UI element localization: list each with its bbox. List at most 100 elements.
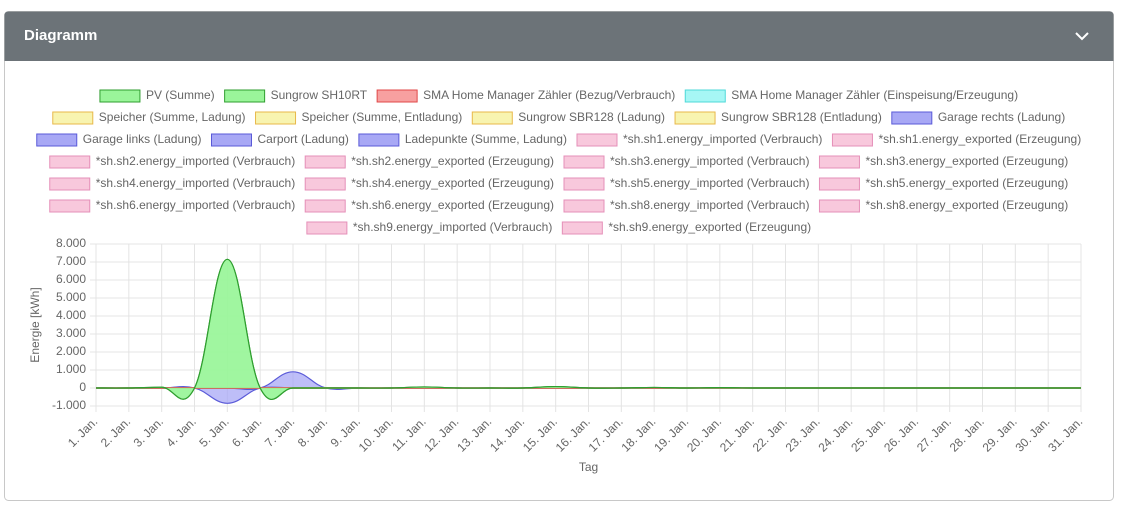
legend-item[interactable]: Speicher (Summe, Ladung) <box>52 110 246 125</box>
legend-label: Sungrow SH10RT <box>271 88 368 102</box>
legend-item[interactable]: *sh.sh8.energy_exported (Erzeugung) <box>818 198 1068 213</box>
legend-swatch <box>674 111 716 125</box>
series-line <box>95 258 1081 401</box>
legend-swatch <box>210 133 252 147</box>
y-tick-label: 7.000 <box>56 254 86 268</box>
legend-label: *sh.sh5.energy_imported (Verbrauch) <box>610 176 809 190</box>
legend-swatch <box>561 221 603 235</box>
legend-label: SMA Home Manager Zähler (Einspeisung/Erz… <box>731 88 1018 102</box>
legend-item[interactable]: *sh.sh4.energy_imported (Verbrauch) <box>49 176 295 191</box>
y-tick-label: -1.000 <box>52 398 86 412</box>
legend-item[interactable]: PV (Summe) <box>99 88 215 103</box>
legend-item[interactable]: *sh.sh5.energy_imported (Verbrauch) <box>563 176 809 191</box>
legend-label: *sh.sh1.energy_imported (Verbrauch) <box>623 132 822 146</box>
legend-label: *sh.sh5.energy_exported (Erzeugung) <box>865 176 1068 190</box>
legend-label: Carport (Ladung) <box>257 132 348 146</box>
legend-label: *sh.sh2.energy_exported (Erzeugung) <box>351 154 554 168</box>
legend-item[interactable]: Speicher (Summe, Entladung) <box>255 110 463 125</box>
y-tick-label: 4.000 <box>56 308 86 322</box>
legend-swatch <box>49 199 91 213</box>
y-tick-label: 8.000 <box>56 236 86 250</box>
legend-swatch <box>684 89 726 103</box>
legend-swatch <box>304 177 346 191</box>
legend-swatch <box>224 89 266 103</box>
y-axis-label: Energie [kWh] <box>28 287 42 362</box>
legend-item[interactable]: *sh.sh6.energy_exported (Erzeugung) <box>304 198 554 213</box>
legend-swatch <box>376 89 418 103</box>
legend-item[interactable]: *sh.sh6.energy_imported (Verbrauch) <box>49 198 295 213</box>
y-tick-label: 1.000 <box>56 362 86 376</box>
legend-item[interactable]: Carport (Ladung) <box>210 132 349 147</box>
legend-swatch <box>306 221 348 235</box>
legend-label: *sh.sh4.energy_exported (Erzeugung) <box>351 176 554 190</box>
legend-item[interactable]: Garage links (Ladung) <box>36 132 202 147</box>
legend-item[interactable]: SMA Home Manager Zähler (Einspeisung/Erz… <box>684 88 1018 103</box>
card-title: Diagramm <box>24 27 97 44</box>
legend-swatch <box>818 199 860 213</box>
legend-swatch <box>304 155 346 169</box>
legend-item[interactable]: *sh.sh8.energy_imported (Verbrauch) <box>563 198 809 213</box>
legend-label: Speicher (Summe, Entladung) <box>302 110 463 124</box>
legend-item[interactable]: *sh.sh5.energy_exported (Erzeugung) <box>818 176 1068 191</box>
legend-item[interactable]: *sh.sh4.energy_exported (Erzeugung) <box>304 176 554 191</box>
legend-item[interactable]: *sh.sh3.energy_imported (Verbrauch) <box>563 154 809 169</box>
series-area <box>96 371 1081 390</box>
legend-item[interactable]: Ladepunkte (Summe, Ladung) <box>358 132 567 147</box>
legend-swatch <box>304 199 346 213</box>
legend-swatch <box>818 155 860 169</box>
legend-label: Garage rechts (Ladung) <box>938 110 1065 124</box>
legend-label: *sh.sh8.energy_exported (Erzeugung) <box>865 198 1068 212</box>
legend-swatch <box>471 111 513 125</box>
legend-swatch <box>49 177 91 191</box>
card-header <box>4 11 1114 61</box>
legend-item[interactable]: *sh.sh3.energy_exported (Erzeugung) <box>818 154 1068 169</box>
legend-label: *sh.sh3.energy_imported (Verbrauch) <box>610 154 809 168</box>
legend-item[interactable]: *sh.sh2.energy_exported (Erzeugung) <box>304 154 554 169</box>
legend-label: Garage links (Ladung) <box>83 132 202 146</box>
legend-label: Sungrow SBR128 (Entladung) <box>721 110 882 124</box>
legend-item[interactable]: *sh.sh9.energy_exported (Erzeugung) <box>561 220 811 235</box>
legend-item[interactable]: *sh.sh9.energy_imported (Verbrauch) <box>306 220 552 235</box>
y-tick-label: 6.000 <box>56 272 86 286</box>
legend-item[interactable]: *sh.sh1.energy_exported (Erzeugung) <box>831 132 1081 147</box>
legend-label: *sh.sh6.energy_imported (Verbrauch) <box>96 198 295 212</box>
legend-label: Sungrow SBR128 (Ladung) <box>518 110 665 124</box>
legend-label: *sh.sh3.energy_exported (Erzeugung) <box>865 154 1068 168</box>
y-tick-label: 2.000 <box>56 344 86 358</box>
legend-swatch <box>563 177 605 191</box>
y-tick-label: 3.000 <box>56 326 86 340</box>
legend-item[interactable]: *sh.sh1.energy_imported (Verbrauch) <box>576 132 822 147</box>
legend-swatch <box>818 177 860 191</box>
legend-label: SMA Home Manager Zähler (Bezug/Verbrauch… <box>423 88 675 102</box>
legend-label: PV (Summe) <box>146 88 215 102</box>
y-tick-label: 5.000 <box>56 290 86 304</box>
legend-item[interactable]: SMA Home Manager Zähler (Bezug/Verbrauch… <box>376 88 675 103</box>
legend-swatch <box>563 199 605 213</box>
legend-label: Ladepunkte (Summe, Ladung) <box>405 132 567 146</box>
legend-swatch <box>255 111 297 125</box>
legend-label: *sh.sh9.energy_imported (Verbrauch) <box>353 220 552 234</box>
legend-item[interactable]: Sungrow SH10RT <box>224 88 368 103</box>
x-axis-label: Tag <box>579 460 598 474</box>
legend-swatch <box>563 155 605 169</box>
collapse-toggle[interactable] <box>1075 32 1089 41</box>
legend-swatch <box>576 133 618 147</box>
legend-item[interactable]: Sungrow SBR128 (Entladung) <box>674 110 882 125</box>
legend-swatch <box>52 111 94 125</box>
legend-item[interactable]: *sh.sh2.energy_imported (Verbrauch) <box>49 154 295 169</box>
legend-label: Speicher (Summe, Ladung) <box>99 110 246 124</box>
legend-item[interactable]: Sungrow SBR128 (Ladung) <box>471 110 665 125</box>
legend-swatch <box>99 89 141 103</box>
legend-label: *sh.sh6.energy_exported (Erzeugung) <box>351 198 554 212</box>
legend-label: *sh.sh4.energy_imported (Verbrauch) <box>96 176 295 190</box>
legend-item[interactable]: Garage rechts (Ladung) <box>891 110 1065 125</box>
legend-label: *sh.sh9.energy_exported (Erzeugung) <box>608 220 811 234</box>
y-tick-label: 0 <box>79 380 86 394</box>
legend-swatch <box>36 133 78 147</box>
legend-swatch <box>831 133 873 147</box>
legend-label: *sh.sh1.energy_exported (Erzeugung) <box>878 132 1081 146</box>
legend-label: *sh.sh2.energy_imported (Verbrauch) <box>96 154 295 168</box>
legend-swatch <box>358 133 400 147</box>
